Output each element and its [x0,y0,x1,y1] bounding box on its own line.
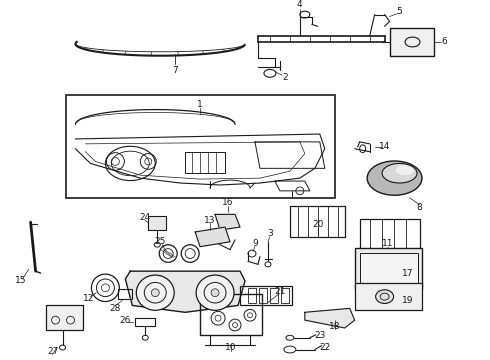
Polygon shape [215,214,240,230]
Text: 26: 26 [120,316,131,325]
Text: 28: 28 [110,304,121,313]
Text: 16: 16 [222,198,234,207]
Text: 20: 20 [312,220,323,229]
Text: 14: 14 [379,142,391,151]
Bar [360,253,417,284]
Text: 18: 18 [329,321,341,330]
Text: 15: 15 [15,276,26,285]
Ellipse shape [382,163,417,183]
Text: 23: 23 [314,331,325,340]
Ellipse shape [151,289,159,297]
Polygon shape [125,271,245,312]
Bar [66,95,335,198]
Bar [390,28,435,56]
Ellipse shape [376,290,393,303]
Text: 6: 6 [441,37,447,46]
Bar [148,216,166,230]
Text: 22: 22 [319,343,330,352]
Text: 8: 8 [416,203,422,212]
Text: 11: 11 [382,239,393,248]
Text: 25: 25 [154,237,166,246]
Text: 10: 10 [225,343,237,352]
Bar [355,283,422,310]
Ellipse shape [211,289,219,297]
Text: 12: 12 [83,294,94,303]
Text: 21: 21 [274,287,286,296]
Bar [281,288,289,303]
Text: 24: 24 [140,213,151,222]
Polygon shape [195,227,230,247]
Ellipse shape [136,275,174,310]
Text: 4: 4 [297,0,303,9]
Text: 7: 7 [172,66,178,75]
Ellipse shape [196,275,234,310]
Text: 1: 1 [197,100,203,109]
Bar [185,152,225,173]
Text: 5: 5 [397,7,402,16]
Bar [248,288,256,303]
Bar [200,294,262,335]
Bar [360,219,419,256]
Bar [270,288,278,303]
Ellipse shape [367,161,422,195]
Polygon shape [305,309,355,328]
Bar [355,248,422,289]
Bar [290,206,345,237]
Bar [240,286,292,305]
Text: 17: 17 [402,269,413,278]
Text: 13: 13 [204,216,216,225]
Bar [259,288,267,303]
Text: 27: 27 [47,347,58,356]
Bar [119,289,132,298]
Text: 2: 2 [282,73,288,82]
Text: 19: 19 [402,296,413,305]
Text: 3: 3 [267,229,273,238]
Text: 9: 9 [252,239,258,248]
Bar [46,305,83,330]
Ellipse shape [395,165,414,175]
